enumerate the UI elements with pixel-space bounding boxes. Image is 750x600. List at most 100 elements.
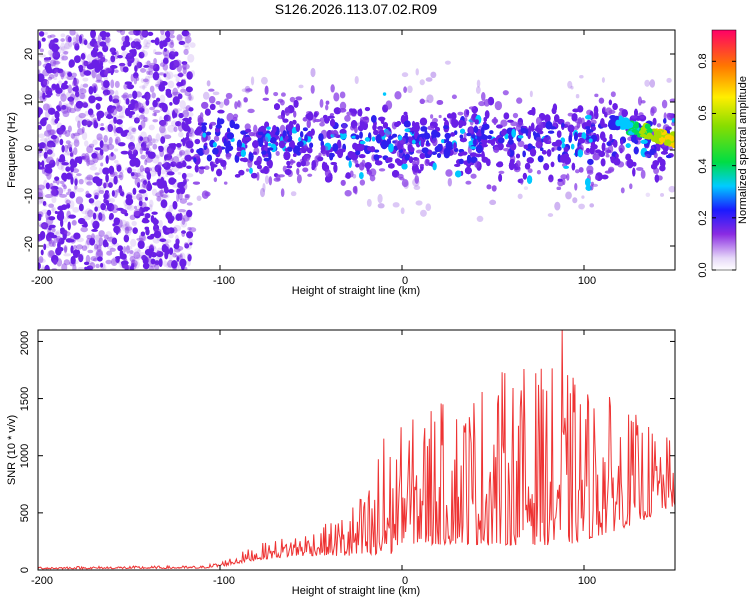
heatmap-cell (205, 131, 212, 136)
heatmap-cell (66, 192, 70, 196)
heatmap-cell (178, 71, 183, 78)
heatmap-cell (237, 100, 241, 108)
heatmap-cell (601, 142, 606, 152)
heatmap-cell (419, 117, 428, 126)
heatmap-cell (175, 254, 182, 258)
heatmap-cell (82, 77, 89, 82)
heatmap-cell (298, 137, 302, 143)
heatmap-cell (102, 32, 107, 38)
heatmap-cell (542, 136, 548, 143)
heatmap-cell (233, 123, 240, 130)
heatmap-cell (494, 100, 503, 111)
heatmap-cell (111, 204, 119, 214)
heatmap-cell (480, 134, 489, 140)
heatmap-cell (55, 247, 62, 256)
heatmap-cell (87, 209, 94, 218)
heatmap-cell (102, 44, 109, 53)
heatmap-cell (80, 73, 85, 78)
heatmap-cell (152, 138, 157, 144)
heatmap-cell (43, 130, 52, 137)
heatmap-cell (184, 121, 189, 130)
heatmap-cell (110, 79, 115, 89)
heatmap-cell (47, 107, 56, 115)
heatmap-cell (109, 267, 117, 270)
heatmap-cell (71, 219, 77, 226)
heatmap-cell (172, 96, 180, 105)
heatmap-cell (187, 227, 192, 231)
heatmap-cell (128, 114, 135, 120)
heatmap-cell (364, 137, 370, 142)
heatmap-cell (56, 105, 61, 110)
heatmap-cell (130, 172, 135, 177)
heatmap-cell (578, 167, 584, 173)
heatmap-cell (610, 91, 616, 98)
heatmap-cell (114, 255, 122, 260)
heatmap-cell (158, 145, 164, 153)
heatmap-cell (152, 99, 158, 108)
heatmap-cell (377, 193, 383, 204)
heatmap-cell (113, 132, 118, 137)
heatmap-cell (170, 120, 179, 127)
heatmap-cell (76, 173, 82, 177)
heatmap-cell (61, 161, 69, 166)
heatmap-cell (111, 190, 115, 197)
heatmap-cell (632, 167, 636, 177)
heatmap-cell (141, 146, 145, 152)
heatmap-cell (500, 129, 507, 136)
heatmap-cell (602, 106, 606, 111)
heatmap-cell (629, 183, 633, 190)
heatmap-cell (43, 151, 48, 159)
heatmap-cell (49, 59, 57, 67)
heatmap-cell (90, 49, 98, 58)
heatmap-cell (486, 184, 492, 190)
heatmap-cell (163, 260, 168, 268)
heatmap-cell (97, 34, 102, 44)
heatmap-cell (253, 124, 258, 134)
heatmap-cell (260, 76, 268, 85)
heatmap-cell (167, 112, 171, 120)
heatmap-cell (185, 140, 194, 149)
heatmap-cell (158, 83, 166, 92)
heatmap-cell (77, 156, 83, 165)
heatmap-cell (300, 160, 307, 167)
heatmap-cell (135, 142, 143, 151)
heatmap-cell (142, 217, 149, 223)
heatmap-cell (82, 59, 87, 69)
top-ytick-label: -10 (23, 188, 35, 204)
heatmap-cell (92, 176, 101, 184)
heatmap-cell (527, 168, 533, 174)
heatmap-cell (307, 173, 313, 177)
heatmap-cell (258, 142, 264, 147)
heatmap-cell (164, 159, 168, 165)
heatmap-cell (564, 121, 571, 126)
heatmap-cell (169, 102, 173, 106)
heatmap-cell (92, 139, 98, 146)
heatmap-cell (153, 230, 162, 239)
heatmap-cell (394, 122, 400, 127)
heatmap-cell (322, 151, 327, 157)
heatmap-cell (136, 113, 140, 123)
heatmap-cell (58, 210, 64, 218)
heatmap-cell (516, 121, 524, 128)
heatmap-cell (245, 88, 253, 92)
heatmap-cell (184, 242, 189, 247)
heatmap-cell (147, 134, 153, 143)
heatmap-cell (250, 172, 258, 179)
heatmap-cell (184, 154, 193, 162)
heatmap-cell (478, 100, 486, 107)
heatmap-cell (92, 212, 97, 220)
heatmap-cell (423, 99, 430, 103)
heatmap-cell (158, 220, 163, 228)
heatmap-cell (666, 154, 672, 159)
heatmap-cell (155, 133, 161, 142)
heatmap-cell (572, 197, 578, 204)
heatmap-cell (98, 190, 105, 195)
heatmap-cell (73, 55, 81, 64)
heatmap-cell (671, 121, 675, 127)
heatmap-cell (443, 125, 449, 130)
heatmap-cell (310, 67, 316, 78)
heatmap-cell (143, 38, 148, 48)
heatmap-cell (78, 34, 83, 44)
heatmap-cell (250, 76, 255, 86)
heatmap-cell (98, 237, 104, 247)
